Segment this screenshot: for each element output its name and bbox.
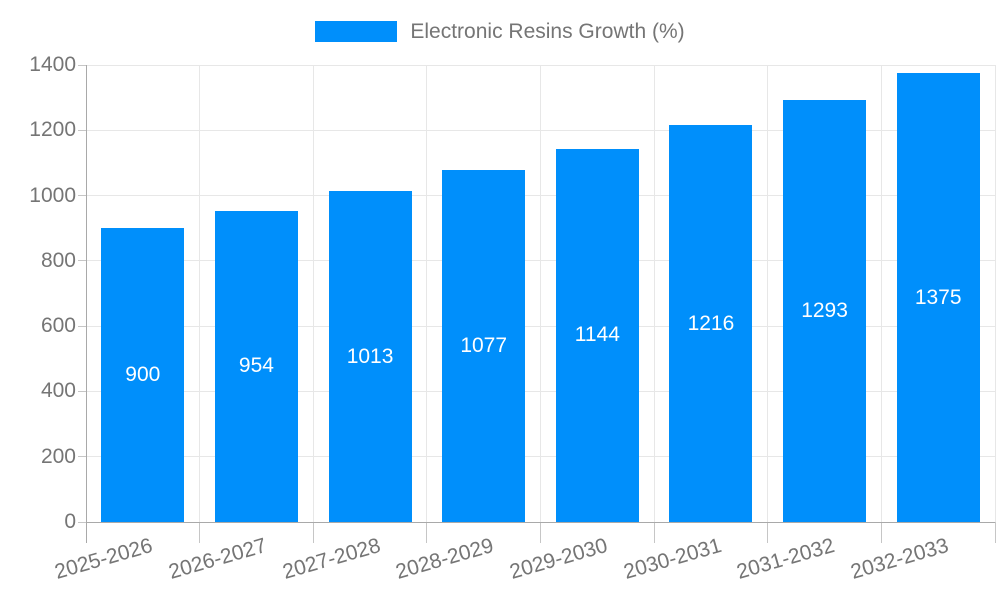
legend-label: Electronic Resins Growth (%): [410, 20, 685, 43]
x-axis-tick: [312, 522, 314, 543]
y-axis-tick-label: 400: [40, 379, 76, 403]
bar[interactable]: [783, 99, 867, 522]
gridline-vertical: [880, 65, 882, 522]
x-axis-tick: [85, 522, 87, 543]
y-axis-tick-label: 200: [40, 444, 76, 468]
y-axis-tick-label: 0: [64, 510, 76, 533]
gridline-vertical: [653, 65, 655, 522]
gridline-vertical: [426, 65, 428, 522]
y-axis-tick-label: 1000: [29, 183, 76, 207]
x-axis-tick-label: 2030-2031: [620, 533, 724, 584]
gridline-vertical: [199, 65, 201, 522]
bar[interactable]: [896, 73, 980, 522]
y-axis-tick: [78, 456, 86, 458]
x-axis-tick-label: 2032-2033: [847, 533, 951, 584]
x-axis-tick: [199, 522, 201, 543]
y-axis-tick-label: 600: [40, 314, 76, 338]
bar[interactable]: [214, 210, 298, 522]
y-axis-tick: [78, 325, 86, 327]
x-axis-tick-label: 2027-2028: [279, 533, 383, 584]
x-axis-tick: [880, 522, 882, 543]
legend[interactable]: Electronic Resins Growth (%): [0, 20, 1000, 43]
gridline-vertical: [994, 65, 996, 522]
y-axis-tick-label: 800: [40, 248, 76, 272]
x-axis-tick: [653, 522, 655, 543]
x-axis-tick-label: 2028-2029: [393, 533, 497, 584]
bar[interactable]: [555, 148, 639, 522]
x-axis-tick-label: 2029-2030: [507, 533, 610, 584]
legend-swatch: [315, 21, 398, 42]
x-axis-tick: [994, 522, 996, 543]
gridline-horizontal: [86, 64, 995, 66]
y-axis-tick-label: 1400: [29, 53, 76, 76]
gridline-vertical: [540, 65, 541, 522]
y-axis-tick: [78, 129, 86, 131]
gridline-vertical: [767, 65, 769, 522]
x-axis-tick: [426, 522, 428, 543]
gridline-vertical: [312, 65, 314, 522]
y-axis-tick: [78, 521, 86, 523]
x-axis-tick: [540, 522, 541, 543]
y-axis-tick: [78, 64, 86, 66]
x-axis-tick-label: 2026-2027: [166, 533, 270, 584]
bar[interactable]: [101, 228, 185, 522]
y-axis-tick: [78, 195, 86, 197]
bar[interactable]: [442, 170, 526, 522]
plot-area: 900 954 1013 1077 1144 1216 1293 1375: [78, 64, 996, 543]
x-axis-tick-label: 2031-2032: [734, 533, 838, 584]
bar[interactable]: [328, 191, 412, 522]
x-axis-tick: [767, 522, 769, 543]
y-axis-tick: [78, 390, 86, 392]
x-axis-tick-label: 2025-2026: [52, 533, 156, 584]
y-axis-line: [85, 65, 87, 543]
y-axis-tick: [78, 260, 86, 262]
bar[interactable]: [669, 125, 753, 522]
y-axis-tick-label: 1200: [29, 118, 76, 142]
